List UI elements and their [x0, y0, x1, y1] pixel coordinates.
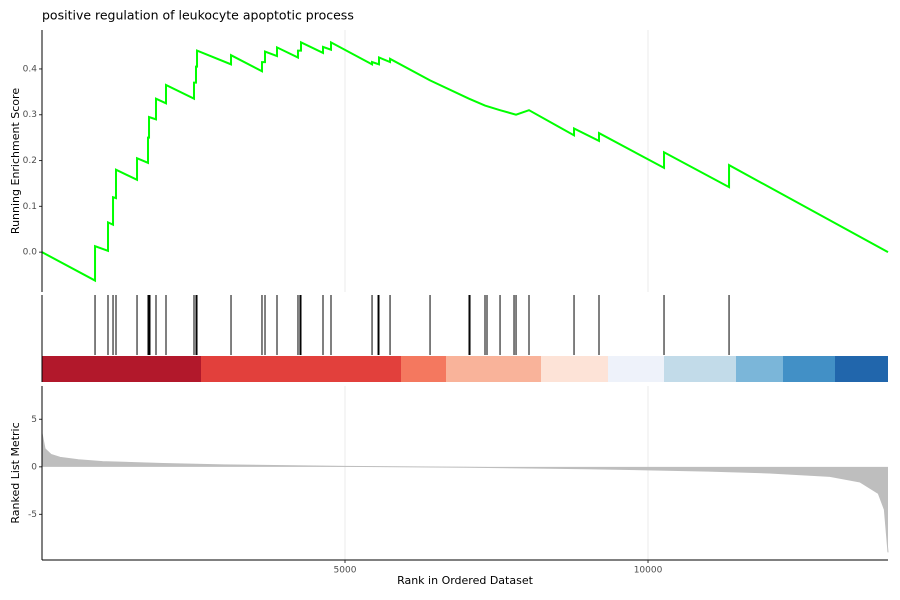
area-fill — [42, 433, 888, 553]
color-bar-segment — [664, 356, 736, 382]
color-bar-segment — [783, 356, 835, 382]
x-axis-label: Rank in Ordered Dataset — [397, 574, 534, 587]
y-tick-label: 0.0 — [23, 248, 38, 258]
metric-line — [41, 433, 889, 553]
enrichment-line — [41, 40, 889, 283]
y-tick-label: 5 — [31, 415, 37, 425]
color-bar-segment — [736, 356, 783, 382]
y-tick-label: 0.2 — [23, 156, 37, 166]
y-tick-label: 0 — [31, 462, 37, 472]
x-tick-label: 10000 — [634, 566, 663, 576]
color-bar-segment — [401, 356, 446, 382]
color-bar-segment — [608, 356, 664, 382]
y-axis-label: Running Enrichment Score — [9, 88, 22, 234]
x-tick-label: 5000 — [334, 566, 357, 576]
y-tick-label: 0.4 — [23, 64, 38, 74]
color-bar-segment — [201, 356, 401, 382]
y-tick-label: 0.1 — [23, 202, 37, 212]
y-tick-label: -5 — [28, 510, 37, 520]
y-tick-label: 0.3 — [23, 110, 37, 120]
chart-title: positive regulation of leukocyte apoptot… — [42, 8, 354, 23]
color-bar-segment — [835, 356, 888, 382]
y-axis-label: Ranked List Metric — [9, 422, 22, 523]
color-bar — [42, 356, 888, 382]
color-bar-segment — [42, 356, 201, 382]
color-bar-segment — [541, 356, 608, 382]
color-bar-segment — [446, 356, 541, 382]
